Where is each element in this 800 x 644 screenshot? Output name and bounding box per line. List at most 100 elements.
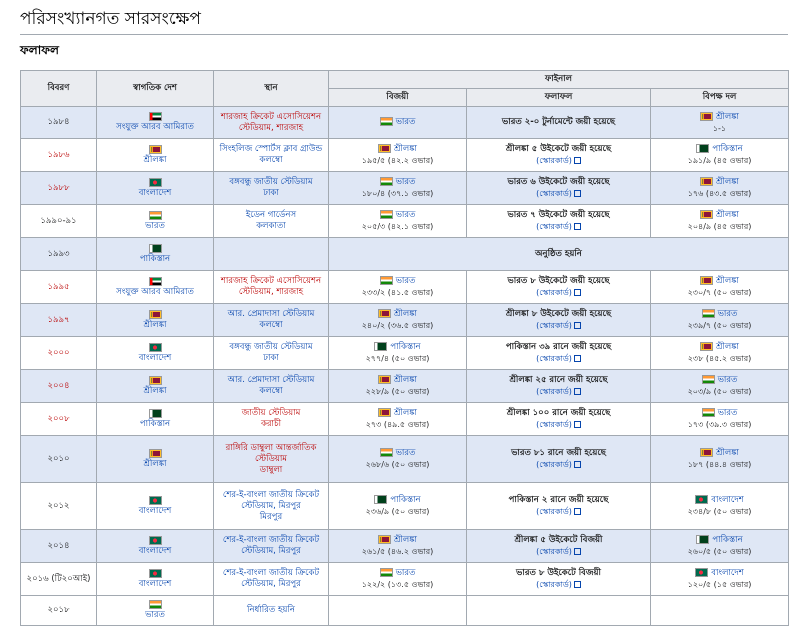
winner-link[interactable]: শ্রীলঙ্কা — [394, 375, 417, 385]
year-cell[interactable]: ১৯৯৫ — [20, 270, 97, 304]
venue-link[interactable]: শের-ই-বাংলা জাতীয় ক্রিকেট — [222, 489, 320, 500]
winner-link[interactable]: ভারত — [395, 117, 416, 127]
venue-link[interactable]: করাচী — [260, 419, 282, 429]
winner-link[interactable]: ভারত — [395, 210, 416, 220]
scorecard-link[interactable]: (স্কোরকার্ড) — [469, 155, 648, 166]
header-runner[interactable]: বিপক্ষ দল — [649, 88, 790, 107]
venue-link[interactable]: শের-ই-বাংলা জাতীয় ক্রিকেট — [222, 568, 320, 578]
venue-link[interactable]: স্টেডিয়াম, শারজাহ — [238, 287, 304, 297]
header-venue[interactable]: স্থান — [213, 70, 329, 107]
winner-link[interactable]: শ্রীলঙ্কা — [394, 144, 417, 154]
runner-link[interactable]: বাংলাদেশ — [711, 495, 744, 505]
venue-link[interactable]: কলম্বো — [259, 155, 283, 165]
venue-link[interactable]: আর. প্রেমাদাসা স্টেডিয়াম — [227, 309, 315, 319]
host-link[interactable]: সংযুক্ত আরব আমিরাত — [116, 286, 194, 297]
winner-link[interactable]: শ্রীলঙ্কা — [394, 535, 417, 545]
year-cell[interactable]: ১৯৯০-৯১ — [20, 204, 97, 238]
venue-link[interactable]: বঙ্গবন্ধু জাতীয় স্টেডিয়াম — [229, 342, 313, 352]
runner-link[interactable]: শ্রীলঙ্কা — [716, 276, 739, 286]
year-cell[interactable]: ১৯৮৬ — [20, 138, 97, 172]
runner-link[interactable]: শ্রীলঙ্কা — [716, 448, 739, 458]
runner-link[interactable]: বাংলাদেশ — [711, 568, 744, 578]
venue-link[interactable]: ঢাকা — [263, 188, 279, 198]
host-link[interactable]: সংযুক্ত আরব আমিরাত — [116, 122, 194, 132]
host-link[interactable]: শ্রীলঙ্কা — [143, 385, 167, 396]
host-link[interactable]: ভারত — [145, 610, 165, 620]
host-link[interactable]: শ্রীলঙ্কা — [143, 154, 167, 165]
host-link[interactable]: শ্রীলঙ্কা — [143, 319, 167, 330]
runner-link[interactable]: শ্রীলঙ্কা — [716, 177, 739, 187]
venue-link[interactable]: মিরপুর — [259, 511, 283, 522]
scorecard-link[interactable]: (স্কোরকার্ড) — [469, 221, 648, 232]
year-cell[interactable]: ২০০৮ — [20, 402, 97, 436]
winner-link[interactable]: পাকিস্তান — [390, 495, 421, 505]
host-link[interactable]: পাকিস্তান — [139, 253, 171, 264]
winner-link[interactable]: ভারত — [395, 276, 416, 286]
host-link[interactable]: বাংলাদেশ — [138, 578, 172, 589]
scorecard-link[interactable]: (স্কোরকার্ড) — [469, 188, 648, 199]
venue-link[interactable]: নির্ধারিত হয়নি — [247, 605, 295, 615]
venue-link[interactable]: কলকাতা — [256, 221, 286, 231]
year-cell[interactable]: ১৯৯৭ — [20, 303, 97, 337]
year-cell[interactable]: ১৯৮৪ — [20, 106, 97, 139]
venue-link[interactable]: ইডেন গার্ডেনস — [245, 210, 297, 220]
runner-link[interactable]: ভারত — [717, 309, 738, 319]
year-cell[interactable]: ২০১৪ — [20, 529, 97, 563]
runner-link[interactable]: শ্রীলঙ্কা — [716, 111, 739, 122]
host-link[interactable]: বাংলাদেশ — [138, 352, 172, 363]
venue-link[interactable]: শারজাহ ক্রিকেট এসোসিয়েশন — [220, 111, 322, 122]
year-cell[interactable]: ১৯৮৮ — [20, 171, 97, 205]
venue-link[interactable]: বঙ্গবন্ধু জাতীয় স্টেডিয়াম — [229, 177, 313, 187]
year-cell[interactable]: ১৯৯৩ — [20, 237, 97, 271]
venue-link[interactable]: কলম্বো — [259, 320, 283, 330]
scorecard-link[interactable]: (স্কোরকার্ড) — [469, 579, 648, 590]
venue-link[interactable]: শারজাহ ক্রিকেট এসোসিয়েশন — [220, 276, 322, 286]
year-cell[interactable]: ২০০৪ — [20, 369, 97, 403]
runner-link[interactable]: ভারত — [717, 408, 738, 418]
year-cell[interactable]: ২০১০ — [20, 435, 97, 483]
venue-link[interactable]: স্টেডিয়াম, মিরপুর — [241, 500, 301, 511]
header-host[interactable]: স্বাগতিক দেশ — [96, 70, 214, 107]
winner-link[interactable]: ভারত — [395, 568, 416, 578]
venue-link[interactable]: কলম্বো — [259, 386, 283, 396]
venue-link[interactable]: স্টেডিয়াম, শারজাহ — [238, 122, 304, 133]
venue-link[interactable]: জাতীয় স্টেডিয়াম — [241, 408, 301, 418]
year-cell[interactable]: ২০১৮ — [20, 595, 97, 626]
winner-link[interactable]: পাকিস্তান — [390, 342, 421, 352]
runner-link[interactable]: পাকিস্তান — [712, 535, 743, 545]
venue-link[interactable]: ডাম্বুলা — [259, 464, 283, 475]
scorecard-link[interactable]: (স্কোরকার্ড) — [469, 506, 648, 517]
header-result[interactable]: ফলাফল — [466, 88, 651, 107]
year-cell[interactable]: ২০০০ — [20, 336, 97, 370]
venue-link[interactable]: শের-ই-বাংলা জাতীয় ক্রিকেট — [222, 535, 320, 545]
header-winner[interactable]: বিজয়ী — [328, 88, 467, 107]
host-link[interactable]: শ্রীলঙ্কা — [143, 458, 167, 469]
host-link[interactable]: বাংলাদেশ — [138, 505, 172, 516]
runner-link[interactable]: শ্রীলঙ্কা — [716, 210, 739, 220]
venue-link[interactable]: স্টেডিয়াম — [254, 453, 288, 464]
header-year[interactable]: বিবরণ — [20, 70, 97, 107]
venue-link[interactable]: স্টেডিয়াম, মিরপুর — [241, 579, 301, 589]
runner-link[interactable]: শ্রীলঙ্কা — [716, 342, 739, 352]
scorecard-link[interactable]: (স্কোরকার্ড) — [469, 419, 648, 430]
venue-link[interactable]: স্টেডিয়াম, মিরপুর — [241, 546, 301, 556]
winner-link[interactable]: ভারত — [395, 177, 416, 187]
winner-link[interactable]: শ্রীলঙ্কা — [394, 309, 417, 319]
host-link[interactable]: ভারত — [145, 220, 165, 231]
runner-link[interactable]: পাকিস্তান — [712, 144, 743, 154]
venue-link[interactable]: সিংহলিজ স্পোর্টস ক্লাব গ্রাউন্ড — [219, 144, 323, 154]
scorecard-link[interactable]: (স্কোরকার্ড) — [469, 320, 648, 331]
venue-link[interactable]: রাঙ্গিরি ডাম্বুলা আন্তর্জাতিক — [225, 442, 317, 453]
host-link[interactable]: পাকিস্তান — [139, 418, 171, 429]
venue-link[interactable]: আর. প্রেমাদাসা স্টেডিয়াম — [227, 375, 315, 385]
scorecard-link[interactable]: (স্কোরকার্ড) — [469, 459, 648, 470]
winner-link[interactable]: শ্রীলঙ্কা — [394, 408, 417, 418]
scorecard-link[interactable]: (স্কোরকার্ড) — [469, 353, 648, 364]
year-cell[interactable]: ২০১৬ (টি২০আই) — [20, 562, 97, 596]
venue-link[interactable]: ঢাকা — [263, 353, 279, 363]
year-cell[interactable]: ২০১২ — [20, 482, 97, 530]
scorecard-link[interactable]: (স্কোরকার্ড) — [469, 287, 648, 298]
runner-link[interactable]: ভারত — [717, 375, 738, 385]
scorecard-link[interactable]: (স্কোরকার্ড) — [469, 386, 648, 397]
host-link[interactable]: বাংলাদেশ — [138, 545, 172, 556]
